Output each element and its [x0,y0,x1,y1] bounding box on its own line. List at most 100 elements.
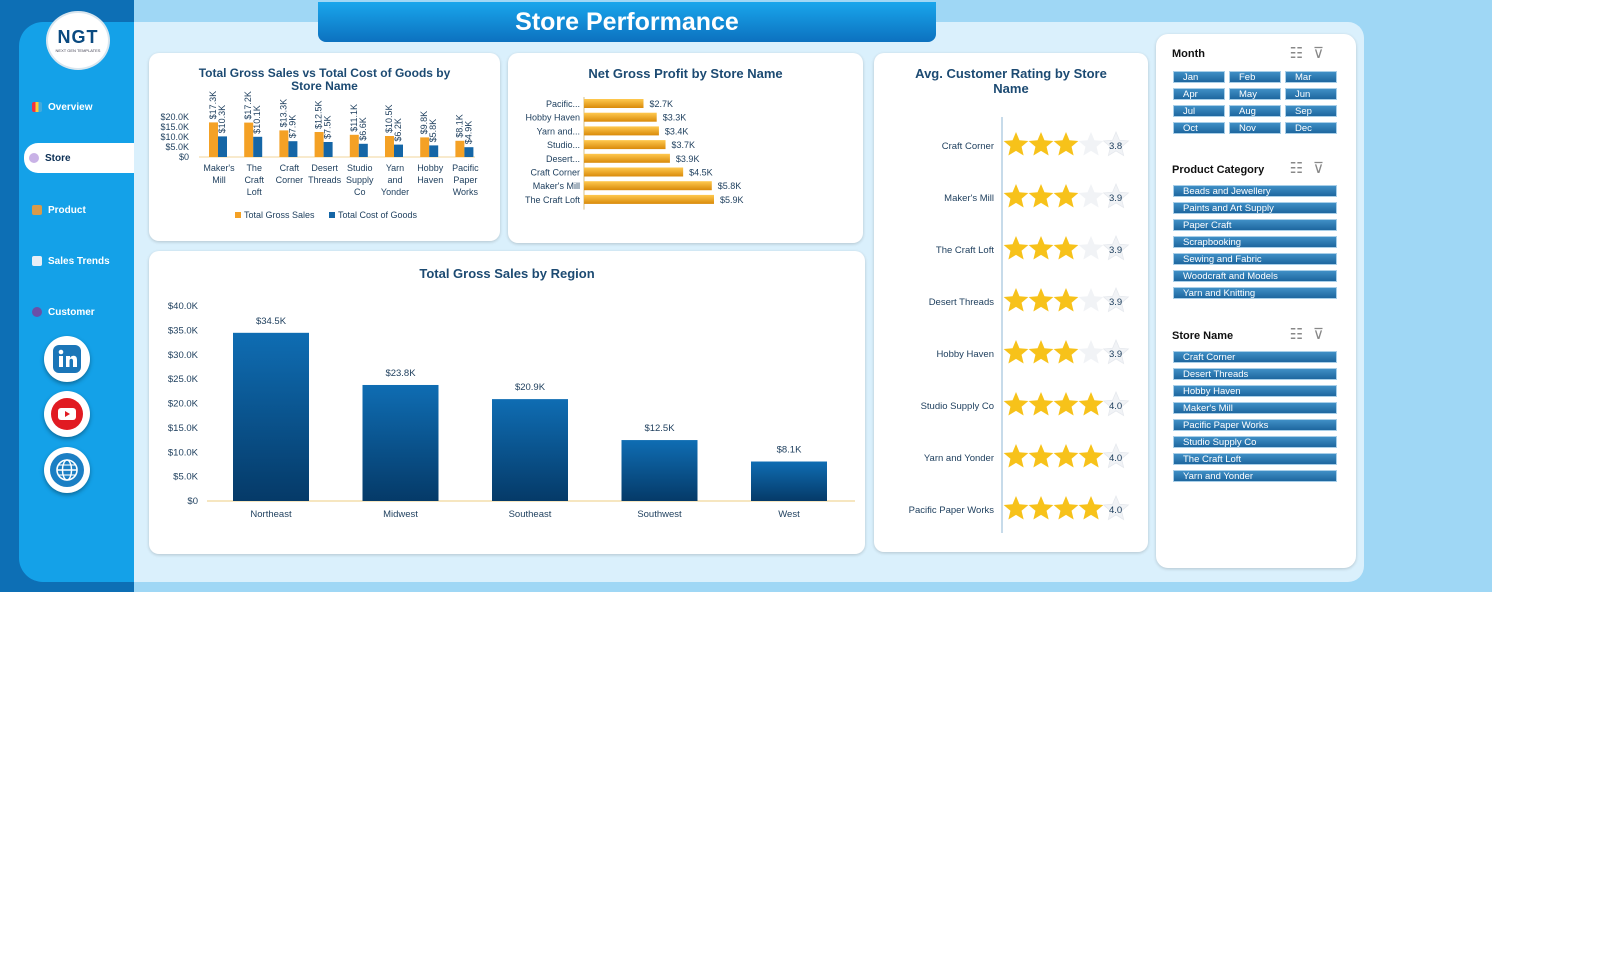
x-tick-label: Studio [347,163,373,173]
star-icon [1078,392,1104,416]
bar [492,399,568,501]
star-icon [1028,184,1054,208]
slicer-item[interactable]: Sep [1285,105,1337,117]
youtube-button[interactable] [44,391,90,437]
bar [279,130,289,157]
slicer-item[interactable]: May [1229,88,1281,100]
slicer-panel: Month ☷⊽ Jan Feb Mar Apr May Jun Jul Aug Sep Oct N… [1156,34,1356,568]
x-tick-label: Southeast [509,509,552,520]
y-tick-label: $0 [179,152,189,162]
bar [288,141,298,157]
slicer-item[interactable]: Jul [1173,105,1225,117]
slicer-item[interactable]: Paints and Art Supply [1173,202,1337,214]
slicer-item[interactable]: The Craft Loft [1173,453,1337,465]
chart-card-rating: Avg. Customer Rating by Store Name Craft… [874,53,1148,552]
y-tick-label: Maker's Mill [944,193,994,204]
star-icon [1003,392,1029,416]
x-tick-label: Pacific [452,163,479,173]
star-icon [1053,236,1079,260]
data-label: 3.8 [1109,141,1122,152]
nav-product-label: Product [48,204,86,216]
clear-filter-icon[interactable]: ⊽ [1313,45,1334,62]
category-slicer-title: Product Category [1172,164,1265,176]
slicer-item[interactable]: Nov [1229,122,1281,134]
nav-product[interactable]: Product [27,197,132,223]
slicer-item[interactable]: Jun [1285,88,1337,100]
data-label: $5.9K [720,195,744,205]
nav-customer[interactable]: Customer [27,299,132,325]
y-tick-label: The Craft Loft [525,195,581,205]
y-tick-label: The Craft Loft [936,245,994,256]
y-tick-label: $30.0K [168,350,199,361]
y-tick-label: Studio... [547,140,580,150]
multi-select-icon[interactable]: ☷ [1289,326,1314,343]
page-title: Store Performance [318,2,936,42]
slicer-item[interactable]: Dec [1285,122,1337,134]
slicer-item[interactable]: Mar [1285,71,1337,83]
star-icon [1053,496,1079,520]
category-slicer-actions[interactable]: ☷⊽ [1290,159,1334,177]
people-icon [32,307,42,317]
nav-customer-label: Customer [48,306,95,318]
star-icon [1078,496,1104,520]
slicer-item[interactable]: Desert Threads [1173,368,1337,380]
clear-filter-icon[interactable]: ⊽ [1313,160,1334,177]
slicer-item[interactable]: Apr [1173,88,1225,100]
y-tick-label: Craft Corner [942,141,994,152]
y-tick-label: Hobby Haven [525,113,580,123]
star-icon [1102,442,1130,469]
data-label: $6.2K [393,118,403,142]
slicer-item[interactable]: Yarn and Knitting [1173,287,1337,299]
slicer-item[interactable]: Scrapbooking [1173,236,1337,248]
nav-overview[interactable]: Overview [27,94,132,120]
slicer-item[interactable]: Jan [1173,71,1225,83]
box-icon [32,205,42,215]
bar [420,137,430,157]
data-label: $8.1K [777,445,802,456]
data-label: $5.8K [718,181,742,191]
data-label: $4.5K [689,168,713,178]
star-icon [1003,444,1029,468]
data-label: $7.5K [323,115,333,139]
star-icon [1053,288,1079,312]
month-slicer-actions[interactable]: ☷⊽ [1290,44,1334,62]
data-label: $11.1K [349,104,359,132]
slicer-item[interactable]: Yarn and Yonder [1173,470,1337,482]
slicer-item[interactable]: Sewing and Fabric [1173,253,1337,265]
star-icon [1053,132,1079,156]
slicer-item[interactable]: Aug [1229,105,1281,117]
clear-filter-icon[interactable]: ⊽ [1313,326,1334,343]
slicer-item[interactable]: Maker's Mill [1173,402,1337,414]
slicer-item[interactable]: Feb [1229,71,1281,83]
nav-sales-trends[interactable]: Sales Trends [27,248,132,274]
slicer-item[interactable]: Paper Craft [1173,219,1337,231]
x-tick-label: Hobby [417,163,444,173]
y-tick-label: $5.0K [165,142,189,152]
website-button[interactable] [44,447,90,493]
bar [253,136,263,157]
x-tick-label: Yarn [386,163,404,173]
x-tick-label: Works [453,187,479,197]
slicer-item[interactable]: Studio Supply Co [1173,436,1337,448]
slicer-item[interactable]: Oct [1173,122,1225,134]
data-label: $10.5K [384,104,394,133]
bar [429,145,439,157]
nav-store[interactable]: Store [24,143,134,173]
x-tick-label: West [778,509,800,520]
multi-select-icon[interactable]: ☷ [1289,45,1314,62]
bar-chart-icon [32,102,42,112]
slicer-item[interactable]: Woodcraft and Models [1173,270,1337,282]
slicer-item[interactable]: Craft Corner [1173,351,1337,363]
slicer-item[interactable]: Pacific Paper Works [1173,419,1337,431]
nav-curve-top [104,124,134,146]
data-label: $12.5K [314,100,324,129]
slicer-item[interactable]: Hobby Haven [1173,385,1337,397]
chart-title: Total Gross Sales vs Total Cost of Goods… [198,66,451,93]
multi-select-icon[interactable]: ☷ [1289,160,1314,177]
chart-card-region: Total Gross Sales by Region $0 $5.0K $10.0… [149,251,865,554]
linkedin-button[interactable] [44,336,90,382]
slicer-item[interactable]: Beads and Jewellery [1173,185,1337,197]
x-tick-label: Supply [346,175,374,185]
x-tick-label: and [387,175,402,185]
store-slicer-actions[interactable]: ☷⊽ [1290,325,1334,343]
